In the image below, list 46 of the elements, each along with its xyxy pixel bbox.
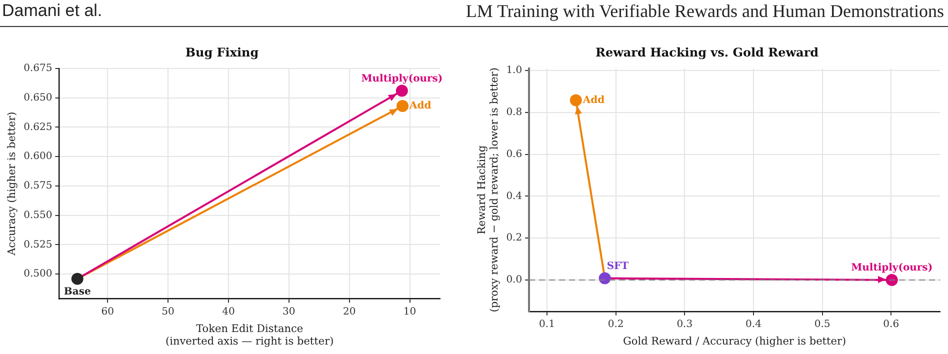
chart-title: Bug Fixing bbox=[185, 45, 260, 60]
x-tick-label: 0.6 bbox=[883, 318, 900, 330]
x-axis-title: Gold Reward / Accuracy (higher is better) bbox=[623, 335, 846, 348]
point bbox=[886, 274, 898, 286]
y-tick-label: 0.675 bbox=[24, 62, 52, 74]
y-tick-label: 0.650 bbox=[24, 92, 52, 104]
y-axis-title: Accuracy (higher is better) bbox=[6, 112, 18, 256]
y-tick-label: 0.600 bbox=[24, 151, 52, 162]
y-tick-label: 0.8 bbox=[506, 106, 522, 118]
x-tick-label: 0.4 bbox=[746, 318, 762, 330]
x-tick-label: 20 bbox=[342, 306, 356, 318]
series-label: Multiply(ours) bbox=[361, 73, 443, 84]
x-tick-label: 0.1 bbox=[539, 318, 555, 330]
x-tick-label: 30 bbox=[282, 306, 296, 318]
y-tick-label: 0.500 bbox=[24, 268, 52, 280]
series-label: Base bbox=[64, 286, 91, 298]
y-tick-label: 1.0 bbox=[506, 65, 522, 76]
x-tick-label: 0.3 bbox=[676, 318, 693, 330]
text: Damani et al. bbox=[2, 1, 102, 21]
x-tick-label: 0.5 bbox=[814, 318, 830, 330]
y-tick-label: 0.0 bbox=[506, 274, 522, 286]
y-tick-label: 0.4 bbox=[506, 190, 522, 202]
x-tick-label: 40 bbox=[222, 306, 235, 318]
point bbox=[71, 272, 84, 285]
series-label: Add bbox=[582, 94, 605, 106]
y-tick-label: 0.625 bbox=[24, 122, 52, 133]
series-label: SFT bbox=[606, 260, 630, 272]
point bbox=[396, 100, 409, 112]
point bbox=[598, 272, 611, 284]
y-tick-label: 0.575 bbox=[24, 180, 52, 192]
y-tick-label: 0.525 bbox=[24, 239, 52, 250]
point bbox=[396, 84, 408, 97]
y-axis-title: Reward Hacking (proxy reward − gold reward; lower is better) bbox=[476, 68, 501, 312]
y-tick-label: 0.6 bbox=[506, 148, 522, 160]
series-label: Multiply(ours) bbox=[851, 262, 933, 274]
chart-title: Reward Hacking vs. Gold Reward bbox=[595, 45, 820, 60]
legend-label: Add bbox=[408, 100, 432, 112]
x-tick-label: 10 bbox=[403, 306, 416, 318]
point bbox=[570, 94, 582, 106]
y-tick-label: 0.550 bbox=[24, 210, 52, 221]
x-axis-title: Token Edit Distance (inverted axis — right is better) bbox=[166, 322, 334, 348]
x-tick-label: 50 bbox=[162, 306, 174, 318]
text: LM Training with Verifiable Rewards and Human Demonstrations bbox=[466, 1, 944, 22]
x-tick-label: 60 bbox=[101, 306, 114, 318]
y-tick-label: 0.2 bbox=[506, 232, 522, 244]
x-tick-label: 0.2 bbox=[608, 318, 624, 330]
